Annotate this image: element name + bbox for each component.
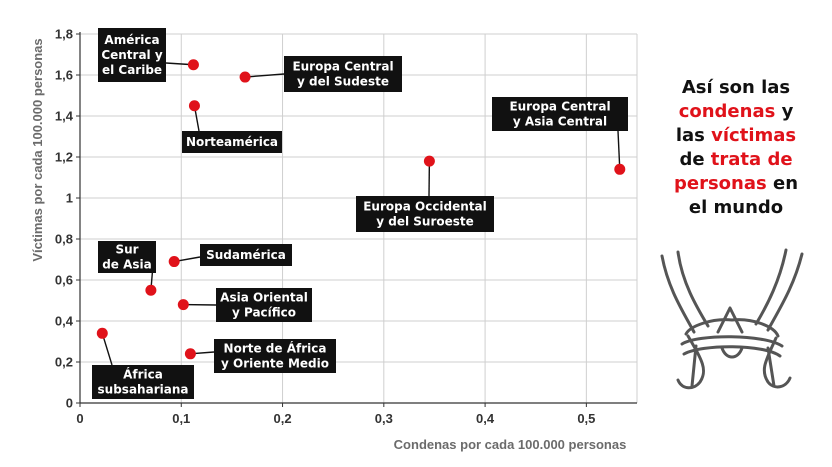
headline-line-2: condenas y [648, 100, 824, 124]
data-label-text: y Pacífico [232, 306, 296, 320]
headline-word-y: y [775, 101, 794, 122]
data-label-text: Norte de África [224, 341, 327, 356]
data-label-text: Sudamérica [206, 248, 286, 262]
data-point [168, 256, 180, 268]
data-label-text: el Caribe [102, 63, 162, 77]
x-tick-label: 0,5 [577, 411, 595, 426]
data-label-text: y del Sudeste [297, 75, 389, 89]
data-point [188, 100, 200, 112]
headline-line-4: de trata de [648, 148, 824, 172]
data-label-text: Europa Central [509, 100, 610, 114]
data-label-box [98, 28, 166, 82]
scatter-chart: 0 0,1 0,2 0,3 0,4 0,5 0 0,2 0,4 0,6 0,8 1 1,2 1,4 1,6… [30, 27, 638, 452]
headline-line-5: personas en [648, 172, 824, 196]
x-tick-label: 0 [76, 411, 83, 426]
data-label-box [492, 97, 628, 131]
data-label-text: África [123, 367, 163, 382]
headline-word-las: las [675, 125, 712, 146]
y-tick-label: 0,6 [55, 273, 73, 288]
data-label: Sudamérica [200, 244, 292, 266]
x-tick-label: 0,2 [274, 411, 292, 426]
tied-hands-icon [660, 248, 804, 390]
label-leader [617, 130, 621, 170]
headline-word-en: en [766, 173, 799, 194]
y-tick-label: 1,6 [55, 68, 73, 83]
x-tick-label: 0,1 [172, 411, 190, 426]
y-tick-label: 0,2 [55, 355, 73, 370]
y-axis-title: Víctimas por cada 100.000 personas [30, 38, 45, 261]
data-label-text: Central y [101, 48, 163, 62]
data-point [177, 299, 189, 311]
data-label-text: Europa Occidental [363, 200, 487, 214]
headline-line-1: Así son las [681, 77, 791, 98]
data-label-box [98, 241, 156, 273]
data-points [96, 59, 626, 360]
data-point [614, 163, 626, 175]
label-leader [101, 333, 113, 366]
data-point [187, 59, 199, 71]
data-label-text: América [104, 33, 159, 47]
y-tick-label: 0,4 [55, 314, 74, 329]
x-tick-label: 0,4 [476, 411, 495, 426]
headline-word-victimas: víctimas [711, 125, 797, 146]
data-label-text: Asia Oriental [220, 291, 308, 305]
data-label-text: subsahariana [98, 383, 189, 397]
data-label-text: Norteamérica [186, 135, 278, 149]
axes [79, 32, 637, 404]
x-axis-title: Condenas por cada 100.000 personas [394, 437, 627, 452]
y-tick-label: 0 [66, 396, 73, 411]
data-label-text: Sur [115, 243, 138, 257]
headline-word-personas: personas [673, 173, 767, 194]
y-tick-label: 1,4 [55, 109, 74, 124]
data-point [184, 348, 196, 360]
data-label-text: y Oriente Medio [221, 357, 329, 371]
headline-word-trata-de: trata de [710, 149, 793, 170]
data-label-box [214, 339, 336, 373]
data-label-text: y Asia Central [513, 115, 607, 129]
y-axis-ticks: 0 0,2 0,4 0,6 0,8 1 1,2 1,4 1,6 1,8 [55, 27, 80, 411]
headline-word-de: de [679, 149, 711, 170]
headline-line-3: las víctimas [648, 124, 824, 148]
data-point [145, 284, 157, 296]
data-label-box [182, 131, 282, 153]
headline-word-condenas: condenas [678, 101, 776, 122]
data-label-text: de Asia [102, 258, 152, 272]
x-axis-ticks: 0 0,1 0,2 0,3 0,4 0,5 [76, 403, 595, 426]
data-label-box [284, 56, 402, 92]
y-tick-label: 0,8 [55, 232, 73, 247]
data-point [96, 327, 108, 339]
data-label-box [92, 365, 194, 399]
data-label-box [216, 288, 312, 322]
data-label-text: y del Suroeste [376, 215, 474, 229]
data-label-box [200, 244, 292, 266]
y-tick-label: 1,8 [55, 27, 73, 42]
headline-line-6: el mundo [688, 197, 784, 218]
data-label: Norteamérica [182, 131, 282, 153]
y-tick-label: 1,2 [55, 150, 73, 165]
data-label-text: Europa Central [292, 60, 393, 74]
headline: Así son las condenas y las víctimas de t… [648, 76, 824, 220]
label-leader [245, 73, 285, 78]
x-tick-label: 0,3 [375, 411, 393, 426]
data-point [423, 155, 435, 167]
y-tick-label: 1 [66, 191, 73, 206]
data-label-box [356, 196, 494, 232]
data-point [239, 71, 251, 83]
